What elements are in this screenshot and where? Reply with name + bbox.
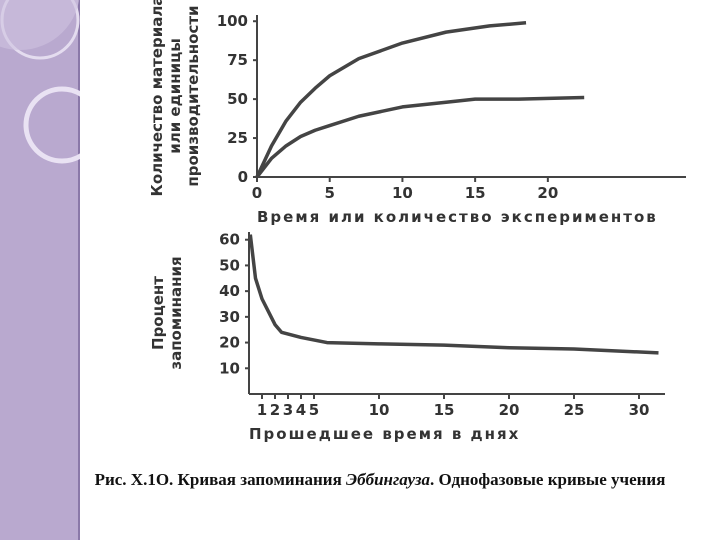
caption-text: . Однофазовые кривые учения (429, 470, 666, 489)
line-series (255, 21, 527, 178)
x-tick-label: 10 (392, 184, 413, 202)
y-tick-label: 60 (219, 231, 240, 249)
deco-circle (23, 86, 80, 164)
y-axis-label: Процент (149, 276, 167, 350)
y-axis-label: или единицы (166, 38, 184, 154)
y-tick-label: 75 (227, 51, 248, 69)
caption-name: Эббингауза (346, 470, 430, 489)
x-tick-label: 3 (283, 401, 293, 419)
y-axis-label: запоминания (167, 256, 185, 369)
y-tick-label: 40 (219, 282, 240, 300)
y-tick-label: 50 (219, 256, 240, 274)
x-tick-label: 2 (270, 401, 280, 419)
x-tick-label: 15 (434, 401, 455, 419)
caption: Рис. Х.1О. Кривая запоминания Эббингауза… (60, 470, 700, 490)
x-tick-label: 10 (369, 401, 390, 419)
side-decoration (0, 0, 80, 540)
x-tick-label: 1 (257, 401, 267, 419)
line-series (255, 95, 585, 179)
deco-circle (0, 0, 80, 50)
x-tick-label: 30 (629, 401, 650, 419)
x-tick-label: 5 (309, 401, 319, 419)
y-tick-label: 0 (238, 168, 248, 186)
y-tick-label: 30 (219, 308, 240, 326)
y-axis-label: Количество материала (148, 0, 166, 196)
y-axis-label: производительности (184, 5, 202, 186)
line-series (248, 234, 659, 355)
y-tick-label: 20 (219, 334, 240, 352)
caption-text: Рис. Х.1О. Кривая запоминания (94, 470, 347, 489)
y-tick-label: 25 (227, 129, 248, 147)
x-axis-label: Прошедшее время в днях (249, 425, 520, 443)
x-tick-label: 20 (499, 401, 520, 419)
x-tick-label: 25 (564, 401, 585, 419)
x-tick-label: 15 (465, 184, 486, 202)
x-axis-label: Время или количество экспериментов (257, 208, 658, 226)
y-tick-label: 100 (217, 12, 248, 30)
y-tick-label: 50 (227, 90, 248, 108)
x-tick-label: 5 (324, 184, 334, 202)
x-tick-label: 4 (296, 401, 306, 419)
x-tick-label: 0 (252, 184, 262, 202)
x-tick-label: 20 (537, 184, 558, 202)
y-tick-label: 10 (219, 359, 240, 377)
